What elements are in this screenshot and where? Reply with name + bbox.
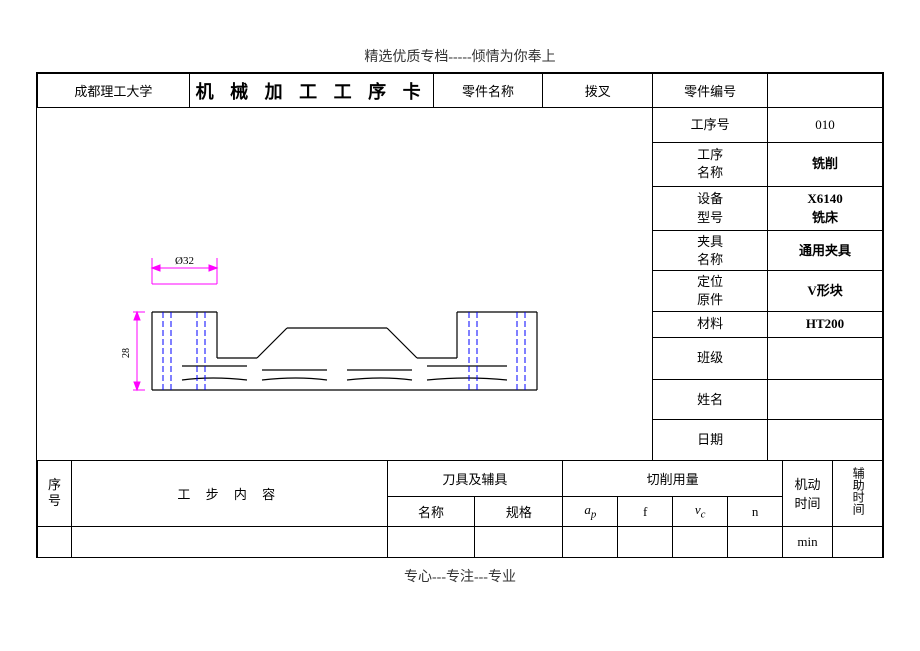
tool-spec-header: 规格: [475, 497, 563, 527]
ap-cell: [563, 527, 618, 557]
side-r8-value: [768, 380, 883, 420]
aux-time-header: 辅助时间: [832, 461, 882, 527]
side-r2-label: 工序名称: [653, 142, 768, 186]
min-cell: min: [783, 527, 833, 557]
f-header: f: [618, 497, 673, 527]
org-cell: 成都理工大学: [38, 74, 190, 108]
toolspec-cell: [475, 527, 563, 557]
side-r5-label: 定位原件: [653, 271, 768, 311]
side-r6-value: HT200: [768, 311, 883, 337]
card-title: 机 械 加 工 工 序 卡: [189, 74, 433, 108]
drawing-area: Ø32 28: [37, 108, 653, 460]
side-r6-label: 材料: [653, 311, 768, 337]
side-r8-label: 姓名: [653, 380, 768, 420]
side-r1-value: 010: [768, 108, 883, 142]
part-no-label: 零件编号: [653, 74, 768, 108]
dim-phi-text: Ø32: [175, 255, 194, 267]
technical-drawing: Ø32 28: [37, 108, 653, 460]
step-cell: [71, 527, 387, 557]
tool-name-header: 名称: [387, 497, 475, 527]
side-r7-value: [768, 337, 883, 379]
aux-cell: [832, 527, 882, 557]
side-r3-label: 设备型号: [653, 186, 768, 230]
motor-time-header: 机动时间: [783, 461, 833, 527]
side-r7-label: 班级: [653, 337, 768, 379]
process-card: 成都理工大学 机 械 加 工 工 序 卡 零件名称 拨叉 零件编号: [36, 72, 884, 558]
side-r4-value: 通用夹具: [768, 231, 883, 271]
cut-header: 切削用量: [563, 461, 783, 497]
vc-header: vc: [673, 497, 728, 527]
dim-h-text: 28: [121, 348, 132, 358]
n-header: n: [728, 497, 783, 527]
side-r9-value: [768, 420, 883, 460]
step-content-header: 工 步 内 容: [71, 461, 387, 527]
part-no-value: [768, 74, 883, 108]
side-r2-value: 铣削: [768, 142, 883, 186]
ap-header: ap: [563, 497, 618, 527]
part-name-value: 拨叉: [543, 74, 653, 108]
part-name-label: 零件名称: [433, 74, 543, 108]
side-r3-value: X6140铣床: [768, 186, 883, 230]
side-r9-label: 日期: [653, 420, 768, 460]
f-cell: [618, 527, 673, 557]
vc-cell: [673, 527, 728, 557]
top-banner: 精选优质专档-----倾情为你奉上: [36, 46, 884, 66]
n-cell: [728, 527, 783, 557]
side-r4-label: 夹具名称: [653, 231, 768, 271]
side-r1-label: 工序号: [653, 108, 768, 142]
seq-cell: [38, 527, 72, 557]
bottom-banner: 专心---专注---专业: [36, 566, 884, 586]
side-r5-value: V形块: [768, 271, 883, 311]
seq-no-header: 序号: [38, 461, 72, 527]
toolname-cell: [387, 527, 475, 557]
tool-header: 刀具及辅具: [387, 461, 563, 497]
